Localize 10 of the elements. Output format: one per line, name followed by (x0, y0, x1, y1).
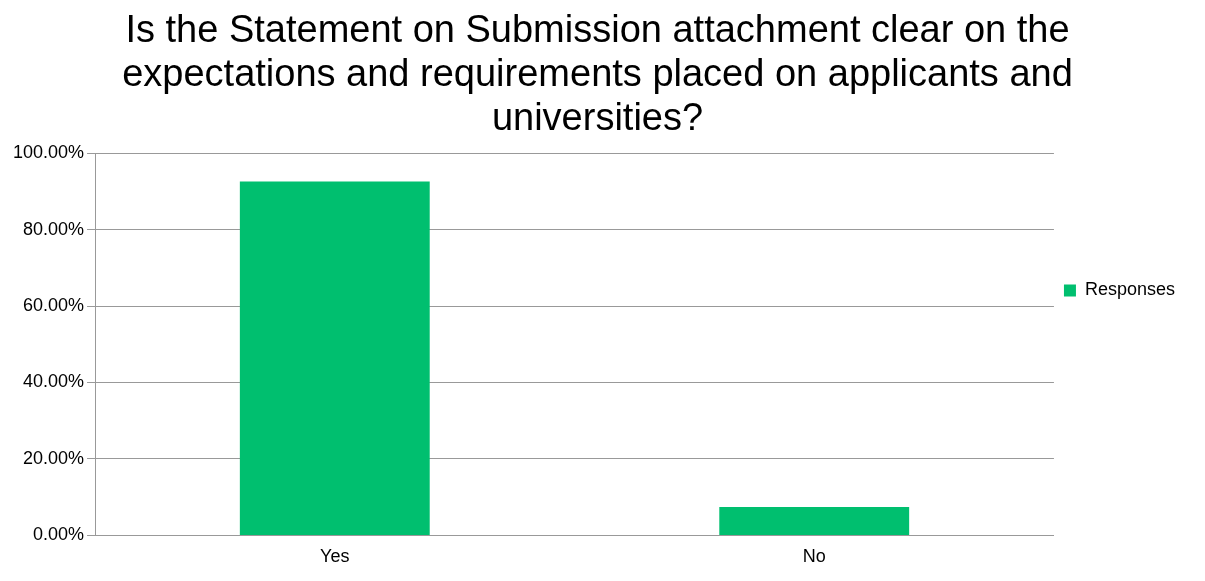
chart-title: Is the Statement on Submission attachment clear on the expectations and requirements placed on applicants and universities? (122, 8, 1073, 138)
x-tick-label: Yes (320, 546, 350, 567)
y-tick-label: 100.00% (13, 142, 85, 163)
legend-label: Responses (1084, 279, 1176, 300)
y-tick-label: 40.00% (23, 371, 85, 392)
y-tick-label: 0.00% (33, 524, 85, 545)
y-tick-label: 20.00% (23, 447, 85, 468)
y-tick-label: 80.00% (23, 218, 85, 239)
y-tick-label: 60.00% (23, 294, 85, 315)
x-tick-label: No (802, 546, 826, 567)
